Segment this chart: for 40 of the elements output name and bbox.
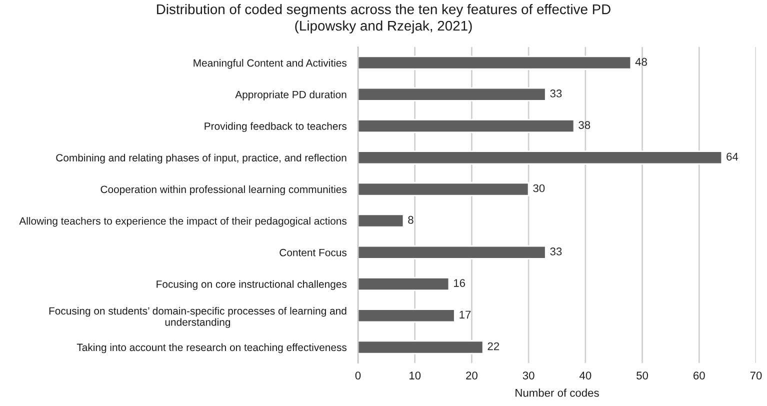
y-tick-label: Combining and relating phases of input, practice, and reflection (56, 154, 346, 164)
x-tick-label: 0 (355, 372, 361, 380)
bar (358, 182, 530, 196)
x-axis-title: Number of codes (516, 388, 599, 397)
bar (358, 56, 632, 70)
x-tick-label: 60 (694, 372, 705, 380)
data-label: 38 (578, 121, 590, 129)
bar (358, 87, 546, 102)
y-tick-label: Focusing on students’ domain-specific processes of learning and understanding (49, 306, 346, 328)
y-tick-label: Appropriate PD duration (235, 90, 346, 100)
x-tick-label: 40 (580, 372, 592, 380)
data-label: 33 (550, 248, 562, 256)
bar (358, 340, 484, 354)
bar (358, 245, 546, 260)
y-tick-label: Content Focus (280, 248, 347, 256)
x-tick-label: 50 (636, 372, 648, 380)
x-tick-label: 70 (750, 372, 762, 380)
bar (358, 276, 450, 292)
data-label: 16 (454, 279, 466, 287)
bar (358, 308, 456, 323)
data-label: 22 (488, 342, 500, 350)
data-label: 48 (635, 58, 647, 66)
data-label: 8 (408, 216, 414, 224)
bar (358, 150, 723, 165)
y-tick-label: Allowing teachers to experience the impact of their pedagogical actions (19, 217, 347, 227)
y-tick-label: Meaningful Content and Activities (194, 59, 347, 69)
y-tick-label: Cooperation within professional learning communities (100, 185, 347, 196)
chart-title: Distribution of coded segments across the ten key features of effective PD (Lipowsky and Rzejak, 2021) (157, 4, 610, 34)
data-label: 30 (533, 184, 545, 192)
y-tick-label: Providing feedback to teachers (204, 122, 347, 132)
data-label: 17 (460, 310, 471, 318)
y-tick-label: Focusing on core instructional challenges (156, 280, 347, 290)
data-label: 33 (550, 90, 562, 98)
data-label: 64 (726, 152, 738, 161)
x-tick-label: 30 (522, 372, 534, 380)
bar (358, 214, 404, 228)
x-tick-label: 20 (466, 372, 478, 380)
bar (358, 118, 575, 134)
x-tick-label: 10 (410, 372, 421, 380)
y-tick-label: Taking into account the research on teaching effectiveness (76, 343, 347, 354)
